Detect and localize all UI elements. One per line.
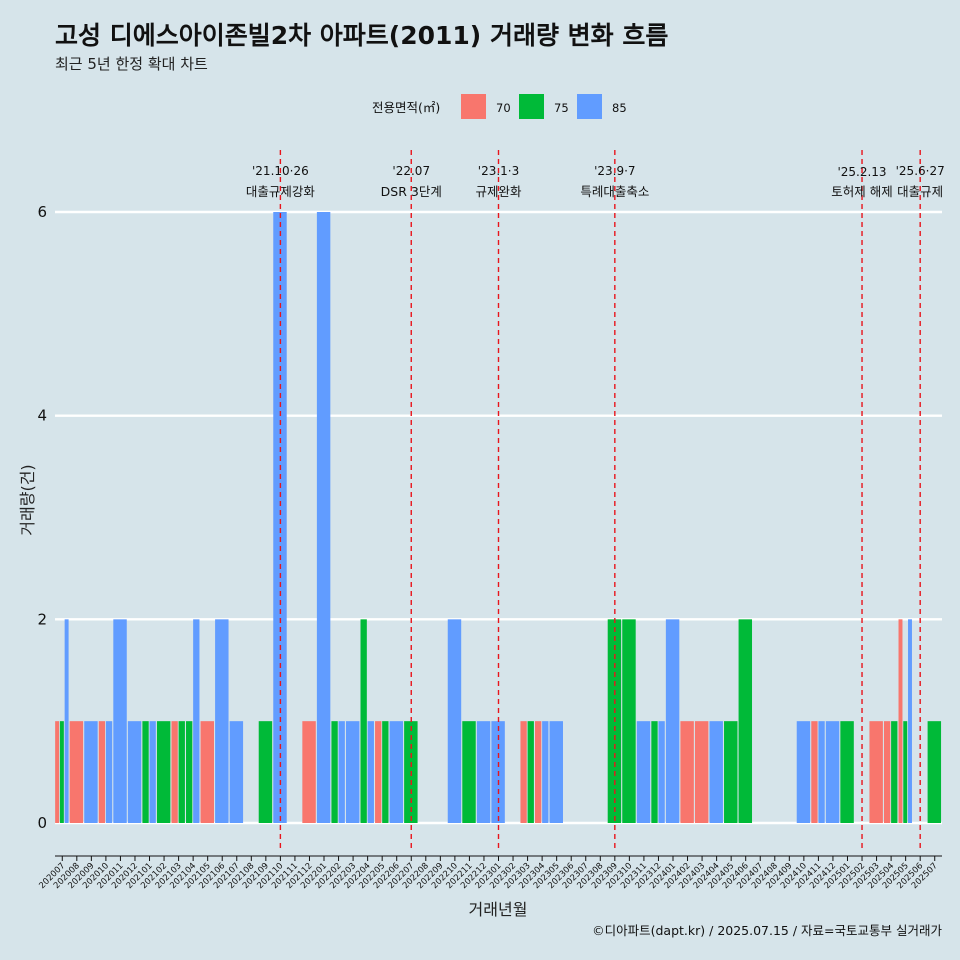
bar-202411-70 xyxy=(811,721,818,823)
event-date: '23.1·3 xyxy=(478,164,519,178)
bar-202011-85 xyxy=(113,619,127,823)
bar-202401-85 xyxy=(665,619,680,823)
bar-202205-75 xyxy=(382,721,389,823)
bar-202010-85 xyxy=(105,721,113,823)
bar-202103-75 xyxy=(178,721,185,823)
bar-202211-75 xyxy=(462,721,476,823)
bar-202106-85 xyxy=(215,619,229,823)
bar-202505-75 xyxy=(903,721,908,823)
bar-202007-85 xyxy=(64,619,69,823)
bar-202101-85 xyxy=(149,721,156,823)
legend-swatch-85 xyxy=(577,94,602,119)
bar-202212-85 xyxy=(476,721,491,823)
event-date: '21.10·26 xyxy=(252,164,309,178)
event-date: '25.2.13 xyxy=(837,165,886,179)
bar-202402-70 xyxy=(680,721,694,823)
bar-202304-85 xyxy=(542,721,549,823)
bar-202312-75 xyxy=(651,721,658,823)
bar-202403-70 xyxy=(694,721,709,823)
legend-swatch-75 xyxy=(519,94,544,119)
legend-swatch-70 xyxy=(461,94,486,119)
event-date: '25.6·27 xyxy=(896,164,945,178)
legend-label-85: 85 xyxy=(612,101,627,115)
bar-202503-70 xyxy=(869,721,883,823)
bar-202501-75 xyxy=(840,721,854,823)
bar-202404-85 xyxy=(709,721,723,823)
legend-title: 전용면적(㎡) xyxy=(372,100,440,115)
bar-202101-75 xyxy=(142,721,149,823)
y-axis-title: 거래량(건) xyxy=(18,464,37,535)
bar-202507-75 xyxy=(927,721,942,823)
bar-202411-85 xyxy=(818,721,825,823)
bar-202412-85 xyxy=(825,721,840,823)
bar-202405-75 xyxy=(724,721,738,823)
legend-label-70: 70 xyxy=(496,101,511,115)
bar-202104-75 xyxy=(186,721,193,823)
caption: ©디아파트(dapt.kr) / 2025.07.15 / 자료=국토교통부 실… xyxy=(592,923,942,938)
event-label: 대출규제강화 xyxy=(246,184,316,199)
bar-202204-85 xyxy=(367,721,374,823)
bar-202107-85 xyxy=(229,721,244,823)
bar-202202-85 xyxy=(338,721,345,823)
event-date: '23.9·7 xyxy=(594,164,635,178)
bar-202303-70 xyxy=(520,721,527,823)
x-axis: 2020072020082020092020102020112020122021… xyxy=(37,855,942,891)
bar-202104-85 xyxy=(193,619,200,823)
bars xyxy=(55,212,942,823)
bar-202201-85 xyxy=(316,212,331,823)
bar-202110-85 xyxy=(273,212,287,823)
bar-202009-85 xyxy=(84,721,98,823)
legend-label-75: 75 xyxy=(554,101,569,115)
event-label: 토허제 해제 xyxy=(831,184,892,199)
bar-202505-85 xyxy=(908,619,912,823)
event-label: 대출규제 xyxy=(897,184,943,199)
bar-202202-75 xyxy=(331,721,338,823)
bar-202103-70 xyxy=(171,721,178,823)
bar-202504-70 xyxy=(883,721,891,823)
bar-202406-75 xyxy=(738,619,753,823)
bar-202504-75 xyxy=(891,721,898,823)
bar-202012-85 xyxy=(127,721,142,823)
bar-202105-70 xyxy=(200,721,215,823)
bar-202008-70 xyxy=(69,721,84,823)
y-tick-label: 0 xyxy=(37,814,47,832)
chart-title: 고성 디에스아이존빌2차 아파트(2011) 거래량 변화 흐름 xyxy=(55,21,668,50)
event-label: 특례대출축소 xyxy=(580,184,649,199)
bar-202410-85 xyxy=(796,721,811,823)
y-tick-label: 4 xyxy=(37,407,47,425)
bar-202007-75 xyxy=(59,721,64,823)
bar-202102-75 xyxy=(156,721,171,823)
event-label: DSR 3단계 xyxy=(381,184,442,199)
chart-subtitle: 최근 5년 한정 확대 차트 xyxy=(55,55,208,73)
bar-202007-70 xyxy=(55,721,60,823)
event-label: 규제완화 xyxy=(475,184,522,199)
event-date: '22.07 xyxy=(392,164,430,178)
x-axis-title: 거래년월 xyxy=(469,900,528,919)
bar-202210-85 xyxy=(447,619,462,823)
bar-202303-75 xyxy=(527,721,534,823)
event-markers: '21.10·26 대출규제강화 '22.07 DSR 3단계 '23.1·3 규제완화 '… xyxy=(246,150,945,852)
y-axis-ticks: 0 2 4 6 xyxy=(37,203,47,832)
bar-202204-75 xyxy=(360,619,367,823)
bar-202205-70 xyxy=(375,721,382,823)
bar-202305-85 xyxy=(549,721,563,823)
bar-202304-70 xyxy=(534,721,542,823)
bar-202203-85 xyxy=(345,721,360,823)
bar-202206-85 xyxy=(389,721,404,823)
bar-202010-70 xyxy=(98,721,106,823)
bar-202311-85 xyxy=(636,721,651,823)
bar-202109-75 xyxy=(258,721,273,823)
bar-202312-85 xyxy=(658,721,665,823)
legend: 전용면적(㎡) 70 75 85 xyxy=(372,94,627,119)
bar-202505-70 xyxy=(898,619,903,823)
bar-202310-75 xyxy=(622,619,636,823)
bar-202112-70 xyxy=(302,721,316,823)
y-tick-label: 6 xyxy=(37,203,47,221)
y-tick-label: 2 xyxy=(37,610,47,628)
